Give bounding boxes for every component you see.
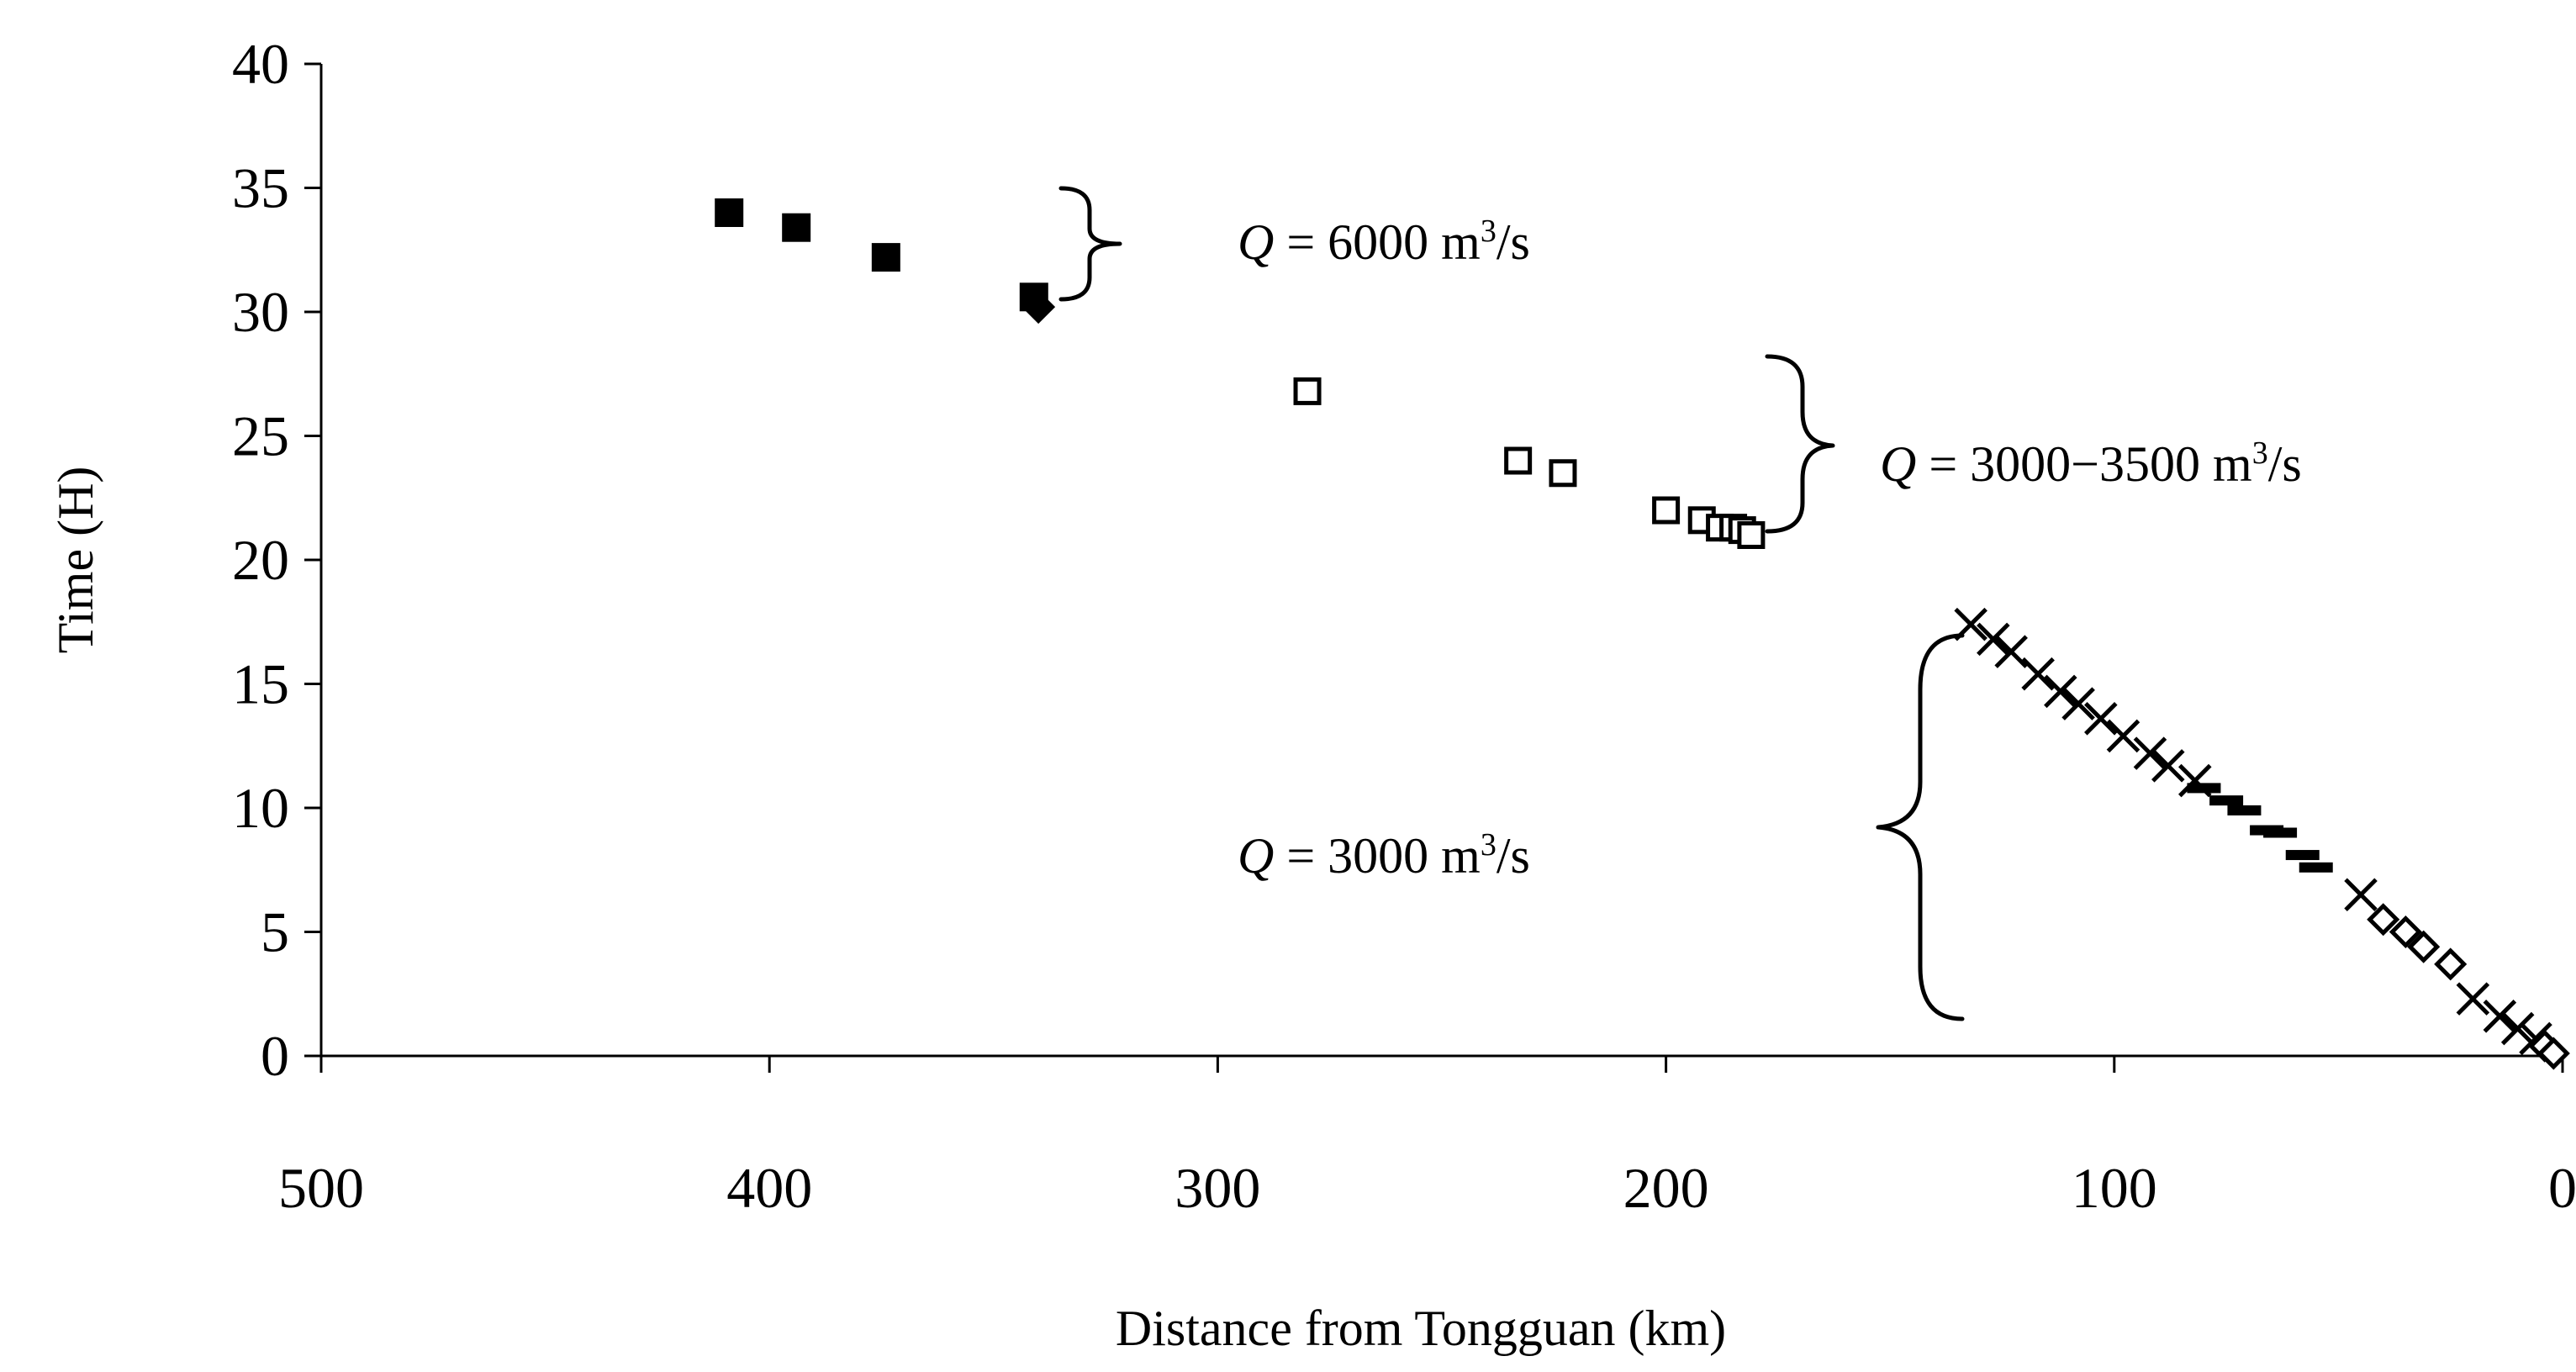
cross-point	[2084, 702, 2118, 736]
cross-point	[2456, 982, 2490, 1016]
brace	[1876, 633, 1965, 1021]
cross-stroke	[2456, 982, 2490, 1016]
open-diamond-point	[2389, 915, 2422, 949]
cross-point	[2344, 878, 2378, 912]
dash-point	[2187, 783, 2221, 794]
cross-point	[2021, 657, 2055, 691]
x-tick-label: 100	[2072, 1156, 2157, 1220]
braces	[1058, 186, 1965, 1021]
filled-diamond-point	[1021, 290, 1056, 325]
open-diamond-point	[2536, 1037, 2570, 1070]
x-axis-title: Distance from Tongguan (km)	[1116, 1301, 1726, 1356]
open-diamond-point	[2434, 947, 2468, 981]
annotation-superscript: 3	[2252, 435, 2268, 471]
cross-point	[2151, 749, 2185, 783]
cross-point	[1977, 622, 2010, 657]
cross-stroke	[2483, 1000, 2517, 1033]
annotation-symbol: Q	[1880, 436, 1916, 492]
annotations: Q = 6000 m3/sQ = 3000−3500 m3/sQ = 3000 …	[1238, 214, 2302, 884]
x-tick-label: 300	[1175, 1156, 1260, 1220]
dash-point	[2285, 850, 2320, 861]
annotation-symbol: Q	[1238, 214, 1274, 270]
x-tick-label: 500	[278, 1156, 364, 1220]
cross-point	[2106, 719, 2141, 753]
y-tick-label: 20	[232, 528, 289, 592]
x-tick-label: 400	[726, 1156, 812, 1220]
annotation-symbol: Q	[1238, 828, 1274, 884]
cross-stroke	[2044, 674, 2077, 709]
cross-stroke	[2344, 878, 2378, 912]
cross-stroke	[2106, 719, 2141, 753]
cross-point	[1994, 635, 2028, 668]
y-tick-label: 40	[232, 32, 289, 96]
open-square-point	[1737, 521, 1766, 549]
open-diamond-point	[2367, 903, 2400, 937]
y-tick-label: 10	[232, 776, 289, 840]
cross-point	[2500, 1011, 2535, 1046]
cross-stroke	[2178, 763, 2212, 798]
cross-stroke	[2021, 657, 2055, 691]
axis-titles: Distance from Tongguan (km) Time (H)	[48, 467, 1726, 1356]
cross-point	[2133, 736, 2167, 770]
flow-annotation: Q = 3000 m3/s	[1238, 827, 1530, 884]
axes	[304, 62, 2564, 1073]
y-tick-label: 5	[261, 900, 289, 964]
x-tick-label: 0	[2548, 1156, 2576, 1220]
dash-point	[2227, 805, 2262, 815]
annotation-unit: /s	[1497, 828, 1530, 884]
y-tick-label: 0	[261, 1024, 289, 1088]
cross-stroke	[2151, 749, 2185, 783]
flow-annotation: Q = 6000 m3/s	[1238, 214, 1530, 270]
cross-point	[1954, 607, 1987, 641]
filled-square-point	[715, 198, 744, 227]
annotation-unit: /s	[1497, 214, 1530, 270]
cross-stroke	[1977, 622, 2010, 657]
cross-stroke	[2084, 702, 2118, 736]
open-square-point	[1652, 496, 1681, 525]
annotation-text: = 6000 m	[1274, 214, 1481, 270]
tick-labels: 0 5 10 15 20 25 30 35 40 500 400 300 200 100 0	[232, 32, 2576, 1220]
dash-point	[2299, 862, 2333, 873]
dash-point	[2209, 795, 2244, 806]
cross-stroke	[2061, 687, 2095, 720]
y-tick-label: 30	[232, 280, 289, 344]
annotation-superscript: 3	[1481, 827, 1497, 863]
y-tick-label: 15	[232, 652, 289, 716]
annotation-unit: /s	[2268, 436, 2302, 492]
annotation-text: = 3000−3500 m	[1916, 436, 2251, 492]
brace	[1058, 186, 1122, 302]
data-points	[715, 198, 2570, 1070]
cross-stroke	[1954, 607, 1987, 641]
dash-point	[2263, 827, 2298, 838]
cross-point	[2044, 674, 2077, 709]
y-axis-title: Time (H)	[48, 467, 103, 654]
y-tick-label: 35	[232, 156, 289, 220]
filled-square-point	[871, 243, 900, 272]
x-tick-label: 200	[1623, 1156, 1709, 1220]
cross-point	[2483, 1000, 2517, 1033]
annotation-superscript: 3	[1481, 214, 1497, 249]
open-square-point	[1549, 459, 1577, 488]
annotation-text: = 3000 m	[1274, 828, 1481, 884]
cross-stroke	[1994, 635, 2028, 668]
flow-annotation: Q = 3000−3500 m3/s	[1880, 435, 2302, 492]
open-diamond-point	[2407, 930, 2441, 963]
cross-stroke	[2500, 1011, 2535, 1046]
cross-stroke	[2133, 736, 2167, 770]
filled-square-point	[782, 213, 811, 242]
open-square-point	[1504, 446, 1533, 475]
y-tick-label: 25	[232, 404, 289, 468]
brace	[1765, 354, 1835, 534]
open-square-point	[1293, 377, 1322, 405]
cross-point	[2061, 687, 2095, 720]
